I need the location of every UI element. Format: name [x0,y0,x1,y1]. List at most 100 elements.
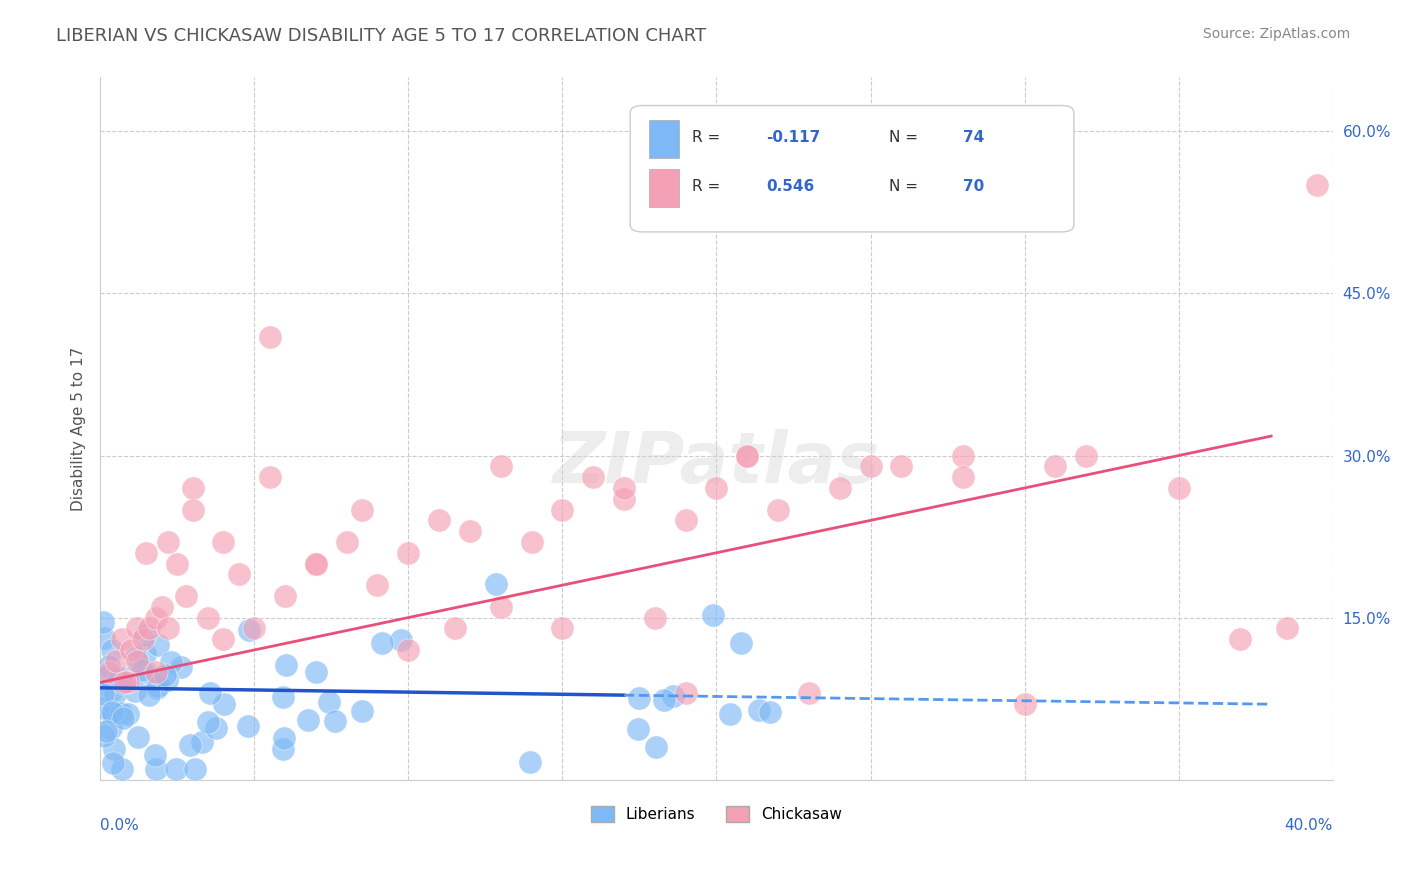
Point [520,535,543,549]
Point [127,621,149,635]
Point [427,513,450,527]
Point [212,697,235,711]
Point [797,686,820,700]
Point [191,735,214,749]
Point [117,675,139,690]
Point [318,695,340,709]
Text: 70: 70 [963,178,984,194]
Point [1167,481,1189,495]
Point [100,683,122,698]
Point [205,721,228,735]
Point [628,691,651,706]
FancyBboxPatch shape [630,105,1074,232]
Point [389,632,412,647]
Point [748,703,770,717]
Point [238,623,260,637]
Point [111,711,134,725]
Point [766,502,789,516]
Y-axis label: Disability Age 5 to 17: Disability Age 5 to 17 [72,346,86,510]
Text: ZIPatlas: ZIPatlas [553,429,880,498]
Point [366,578,388,592]
Point [135,546,157,560]
Point [1014,697,1036,711]
Point [111,762,134,776]
Point [117,707,139,722]
Point [101,756,124,770]
Text: R =: R = [692,129,725,145]
Text: R =: R = [692,178,725,194]
Point [735,449,758,463]
Point [134,647,156,661]
Point [125,650,148,665]
Point [134,627,156,641]
Point [156,621,179,635]
Point [236,718,259,732]
Point [112,676,135,690]
Point [93,632,115,646]
Point [165,762,187,776]
Point [336,535,359,549]
Point [101,643,124,657]
Point [1229,632,1251,647]
Point [153,668,176,682]
Point [100,705,122,719]
Point [146,638,169,652]
Text: 0.546: 0.546 [766,178,814,194]
Point [98,658,121,673]
Point [323,714,346,728]
Point [519,756,541,770]
Point [259,329,281,343]
Point [107,671,129,685]
Point [100,721,122,735]
Point [654,693,676,707]
Point [181,502,204,516]
Point [98,665,121,679]
FancyBboxPatch shape [648,120,679,158]
Point [156,535,179,549]
Point [370,636,392,650]
Point [176,589,198,603]
Point [111,632,134,647]
Point [305,557,328,571]
Point [396,643,419,657]
Point [613,481,636,495]
Point [582,470,605,484]
Point [212,535,235,549]
Point [101,706,124,720]
Point [127,731,149,745]
Point [730,636,752,650]
Point [145,610,167,624]
Point [91,687,114,701]
Point [138,621,160,635]
Point [273,690,295,704]
Point [120,643,142,657]
Text: 40.0%: 40.0% [1285,818,1333,833]
Point [274,657,297,672]
Text: 0.0%: 0.0% [100,818,139,833]
Point [228,567,250,582]
Point [96,724,118,739]
Point [150,599,173,614]
Point [675,513,697,527]
Point [859,459,882,474]
Point [718,706,741,721]
Point [297,713,319,727]
Point [735,449,758,463]
Point [890,459,912,474]
Point [156,673,179,687]
Point [627,722,650,736]
Point [702,607,724,622]
Point [93,729,115,743]
Point [485,576,508,591]
Point [135,665,157,679]
Point [551,621,574,635]
Point [271,742,294,756]
Point [489,599,512,614]
Point [613,491,636,506]
Point [145,762,167,776]
Point [305,557,328,571]
Point [551,502,574,516]
Point [97,669,120,683]
Point [243,621,266,635]
Point [274,589,297,603]
